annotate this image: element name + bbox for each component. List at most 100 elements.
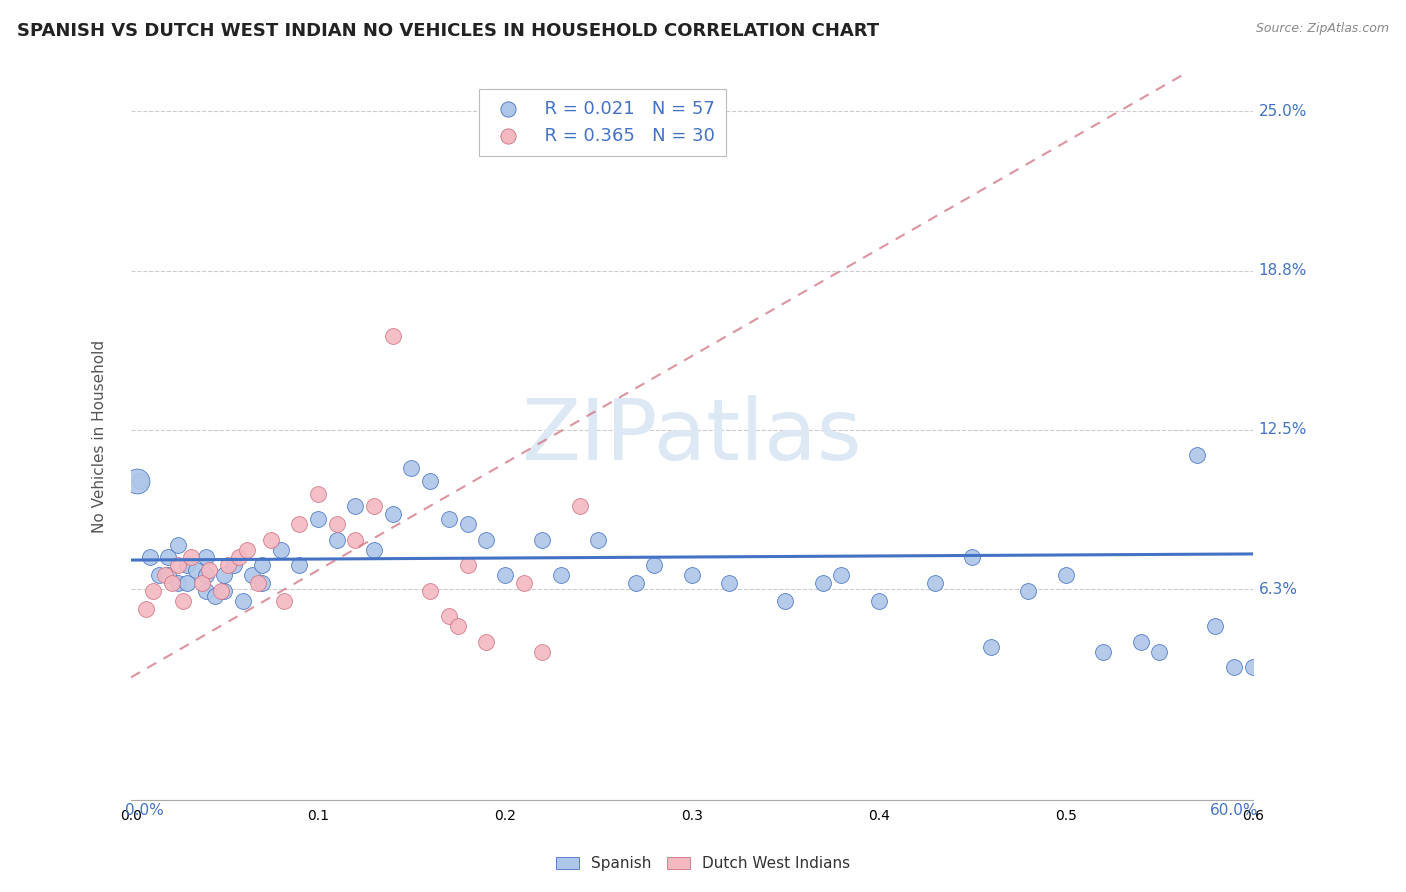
- Point: [191, 576, 214, 591]
- Point: [718, 576, 741, 591]
- Point: [247, 576, 270, 591]
- Point: [260, 533, 283, 547]
- Point: [214, 583, 236, 598]
- Point: [242, 568, 264, 582]
- Point: [531, 533, 554, 547]
- Point: [138, 550, 160, 565]
- Point: [129, 474, 152, 488]
- Point: [307, 487, 329, 501]
- Point: [166, 538, 188, 552]
- Point: [250, 558, 273, 573]
- Point: [232, 594, 254, 608]
- Point: [148, 568, 170, 582]
- Point: [236, 542, 259, 557]
- Point: [962, 550, 984, 565]
- Point: [681, 568, 703, 582]
- Point: [568, 500, 591, 514]
- Text: 12.5%: 12.5%: [1258, 423, 1306, 437]
- Point: [457, 558, 479, 573]
- Point: [166, 576, 188, 591]
- Point: [643, 558, 665, 573]
- Point: [142, 583, 165, 598]
- Point: [157, 550, 180, 565]
- Point: [447, 619, 470, 633]
- Point: [160, 576, 183, 591]
- Point: [381, 507, 404, 521]
- Point: [1092, 645, 1115, 659]
- Point: [475, 634, 498, 648]
- Point: [228, 550, 250, 565]
- Point: [924, 576, 946, 591]
- Text: 60.0%: 60.0%: [1211, 804, 1258, 818]
- Point: [288, 558, 311, 573]
- Y-axis label: No Vehicles in Household: No Vehicles in Household: [93, 340, 107, 533]
- Text: Source: ZipAtlas.com: Source: ZipAtlas.com: [1256, 22, 1389, 36]
- Point: [209, 583, 232, 598]
- Text: 25.0%: 25.0%: [1258, 103, 1306, 119]
- Point: [194, 550, 217, 565]
- Point: [194, 583, 217, 598]
- Point: [830, 568, 852, 582]
- Point: [1149, 645, 1171, 659]
- Point: [1129, 634, 1152, 648]
- Point: [437, 609, 460, 624]
- Point: [588, 533, 610, 547]
- Point: [363, 500, 385, 514]
- Point: [811, 576, 834, 591]
- Point: [250, 576, 273, 591]
- Point: [204, 589, 226, 603]
- Point: [194, 568, 217, 582]
- Text: 6.3%: 6.3%: [1258, 582, 1298, 597]
- Point: [307, 512, 329, 526]
- Text: 0.0%: 0.0%: [125, 804, 165, 818]
- Point: [157, 568, 180, 582]
- Point: [457, 517, 479, 532]
- Point: [437, 512, 460, 526]
- Point: [401, 461, 423, 475]
- Point: [270, 542, 292, 557]
- Point: [775, 594, 797, 608]
- Point: [325, 533, 347, 547]
- Point: [475, 533, 498, 547]
- Point: [980, 640, 1002, 654]
- Point: [1204, 619, 1226, 633]
- Text: SPANISH VS DUTCH WEST INDIAN NO VEHICLES IN HOUSEHOLD CORRELATION CHART: SPANISH VS DUTCH WEST INDIAN NO VEHICLES…: [17, 22, 879, 40]
- Point: [624, 576, 647, 591]
- Point: [288, 517, 311, 532]
- Point: [1054, 568, 1077, 582]
- Point: [494, 568, 516, 582]
- Point: [273, 594, 295, 608]
- Text: 18.8%: 18.8%: [1258, 263, 1306, 278]
- Point: [419, 583, 441, 598]
- Legend: Spanish, Dutch West Indians: Spanish, Dutch West Indians: [550, 850, 856, 877]
- Point: [531, 645, 554, 659]
- Point: [363, 542, 385, 557]
- Point: [214, 568, 236, 582]
- Point: [512, 576, 534, 591]
- Point: [1241, 660, 1264, 674]
- Point: [868, 594, 890, 608]
- Point: [186, 563, 208, 577]
- Point: [1017, 583, 1039, 598]
- Point: [217, 558, 239, 573]
- Point: [180, 550, 202, 565]
- Point: [176, 558, 198, 573]
- Point: [381, 328, 404, 343]
- Point: [419, 474, 441, 488]
- Point: [1185, 449, 1208, 463]
- Point: [166, 558, 188, 573]
- Point: [344, 500, 367, 514]
- Point: [176, 576, 198, 591]
- Legend:   R = 0.021   N = 57,   R = 0.365   N = 30: R = 0.021 N = 57, R = 0.365 N = 30: [478, 89, 725, 156]
- Point: [222, 558, 245, 573]
- Point: [172, 594, 194, 608]
- Point: [135, 601, 157, 615]
- Point: [153, 568, 176, 582]
- Point: [325, 517, 347, 532]
- Point: [198, 563, 221, 577]
- Point: [125, 474, 148, 488]
- Point: [550, 568, 572, 582]
- Text: ZIPatlas: ZIPatlas: [522, 395, 862, 478]
- Point: [1223, 660, 1246, 674]
- Point: [344, 533, 367, 547]
